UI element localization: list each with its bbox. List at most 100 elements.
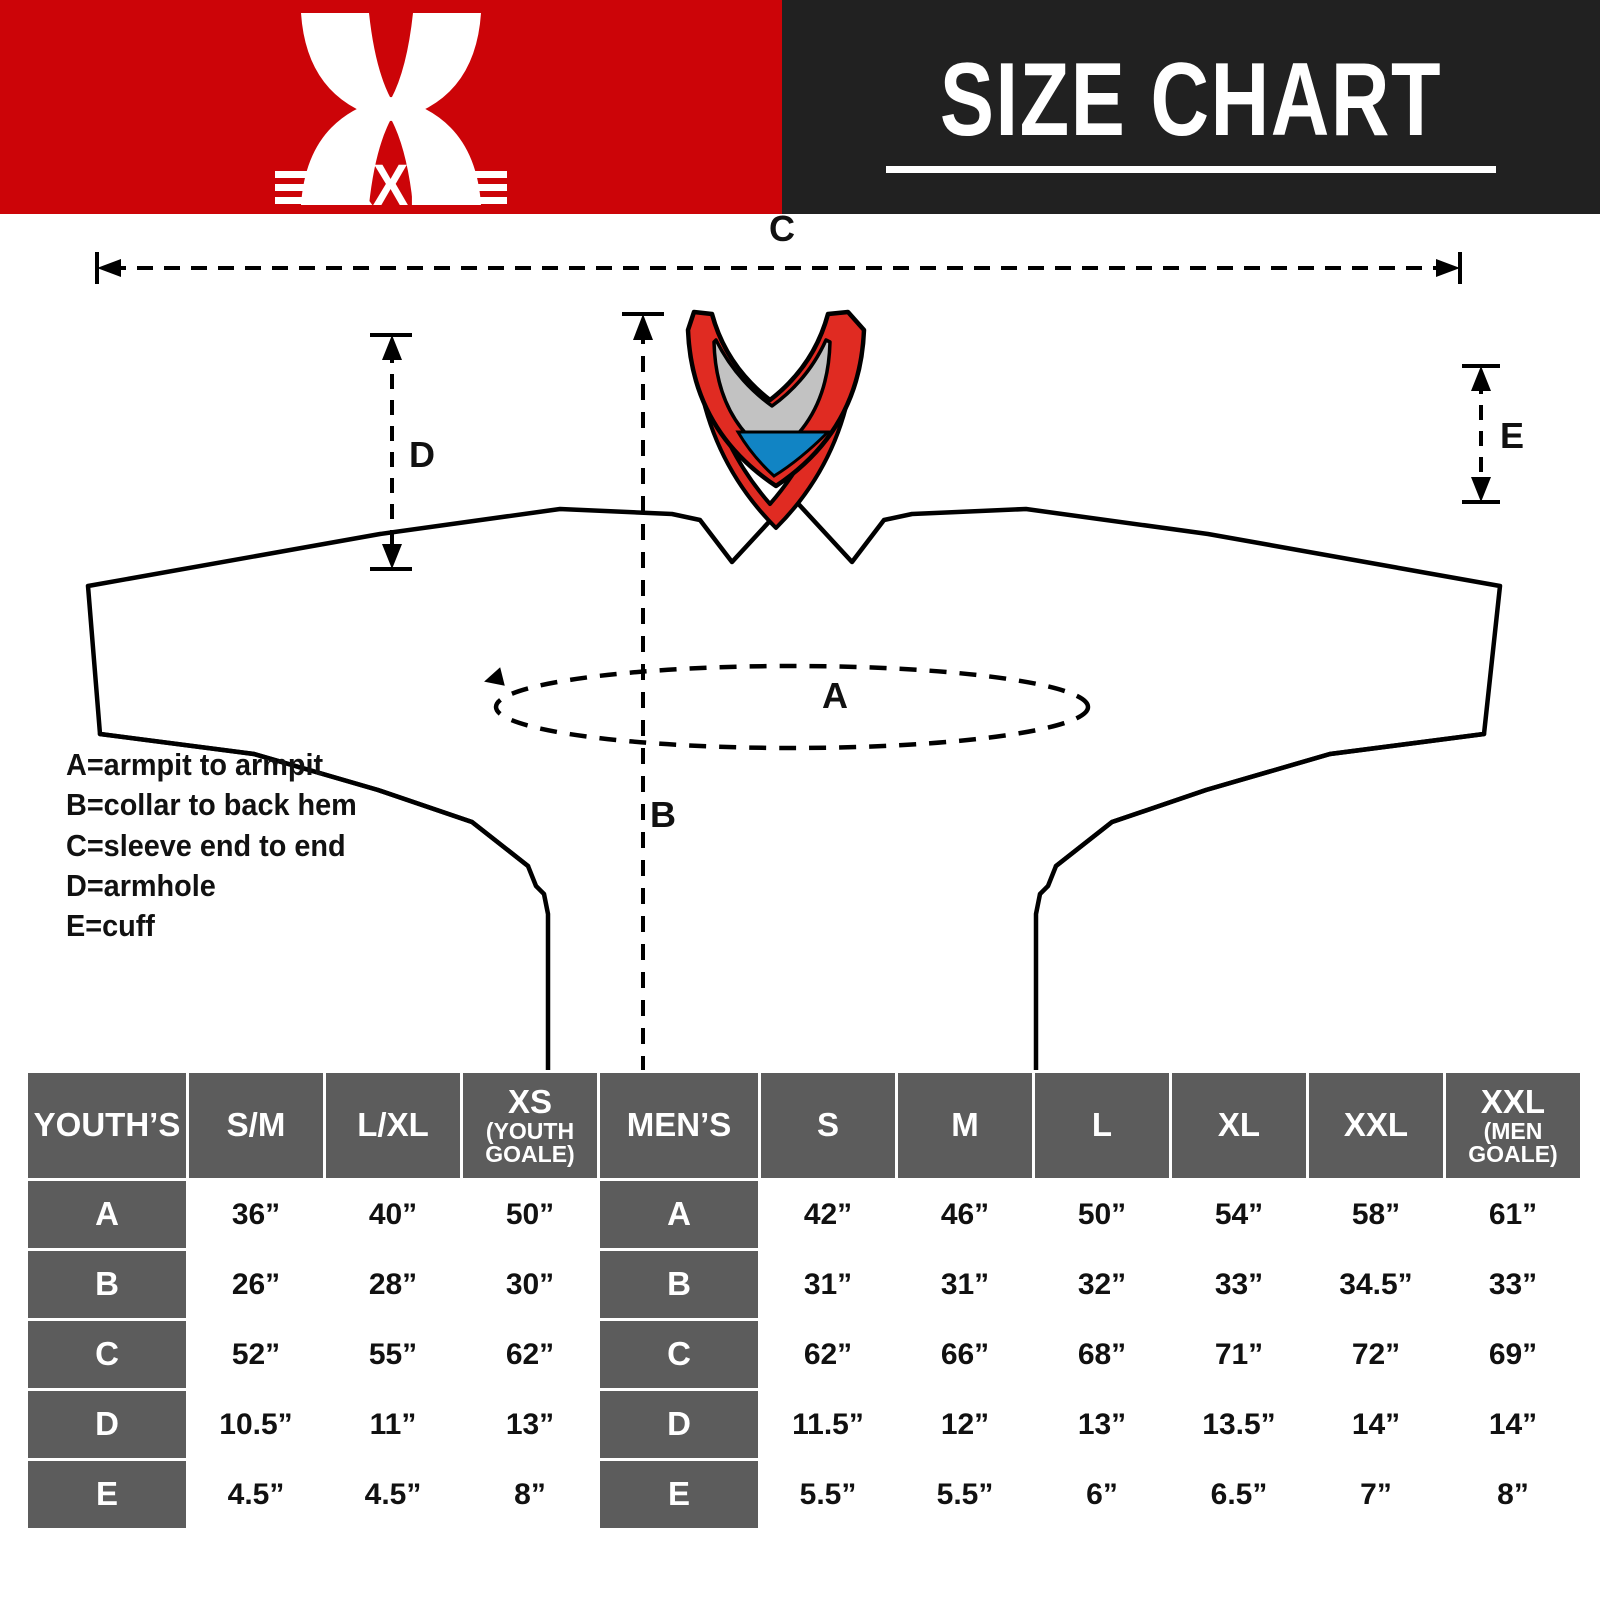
cell-men-b-2: 32” [1035, 1251, 1169, 1318]
row-label-b: B [28, 1251, 186, 1318]
legend-line-b: B=collar to back hem [66, 787, 357, 823]
cell-youth-d-1: 11” [326, 1391, 460, 1458]
table-row: D 10.5” 11” 13” D 11.5” 12” 13” 13.5” 14… [28, 1391, 1580, 1458]
row-label-men-b: B [600, 1251, 758, 1318]
cell-youth-a-1: 40” [326, 1181, 460, 1248]
header-youth-size-1: L/XL [326, 1073, 460, 1178]
header-youth-size-0: S/M [189, 1073, 323, 1178]
header-youth-size-2: XS (YOUTH GOALE) [463, 1073, 597, 1178]
size-main-label: XS [507, 1083, 553, 1121]
jersey-right-armhole-detail [1053, 731, 1487, 869]
header-men-size-5: XXL (MEN GOALE) [1446, 1073, 1580, 1178]
dimension-b [622, 312, 664, 1070]
row-label-e: E [28, 1461, 186, 1528]
cell-youth-e-2: 8” [463, 1461, 597, 1528]
header-men-size-3: XL [1172, 1073, 1306, 1178]
size-main-label: S [816, 1106, 839, 1144]
cell-men-a-4: 58” [1309, 1181, 1443, 1248]
kxk-logo-icon: KXK [275, 13, 507, 217]
header-men-size-2: L [1035, 1073, 1169, 1178]
row-label-d: D [28, 1391, 186, 1458]
cell-youth-c-2: 62” [463, 1321, 597, 1388]
collar-inner-lining [712, 338, 832, 458]
cell-men-d-3: 13.5” [1172, 1391, 1306, 1458]
size-sub-label: (YOUTH GOALE) [485, 1117, 575, 1167]
dimension-d [370, 333, 412, 571]
cell-men-a-5: 61” [1446, 1181, 1580, 1248]
cell-youth-b-1: 28” [326, 1251, 460, 1318]
cell-youth-d-2: 13” [463, 1391, 597, 1458]
cell-men-b-5: 33” [1446, 1251, 1580, 1318]
row-label-men-e: E [600, 1461, 758, 1528]
row-label-men-d: D [600, 1391, 758, 1458]
cell-men-d-5: 14” [1446, 1391, 1580, 1458]
cell-men-d-2: 13” [1035, 1391, 1169, 1458]
jersey-left-armhole-detail [97, 731, 531, 869]
cell-men-a-0: 42” [761, 1181, 895, 1248]
cell-youth-e-1: 4.5” [326, 1461, 460, 1528]
cell-men-e-5: 8” [1446, 1461, 1580, 1528]
table-row: B 26” 28” 30” B 31” 31” 32” 33” 34.5” 33… [28, 1251, 1580, 1318]
size-main-label: L/XL [357, 1106, 429, 1144]
cell-men-c-0: 62” [761, 1321, 895, 1388]
cell-men-e-1: 5.5” [898, 1461, 1032, 1528]
dimension-label-d: D [409, 434, 435, 475]
cell-men-e-2: 6” [1035, 1461, 1169, 1528]
cell-men-a-2: 50” [1035, 1181, 1169, 1248]
measurement-legend: A=armpit to armpit B=collar to back hem … [66, 745, 357, 946]
title-panel: SIZE CHART [782, 0, 1600, 214]
cell-youth-e-0: 4.5” [189, 1461, 323, 1528]
header-banner: KXK SIZE CHART [0, 0, 1600, 217]
cell-youth-c-0: 52” [189, 1321, 323, 1388]
cell-men-b-4: 34.5” [1309, 1251, 1443, 1318]
table-row: E 4.5” 4.5” 8” E 5.5” 5.5” 6” 6.5” 7” 8” [28, 1461, 1580, 1528]
header-men-size-0: S [761, 1073, 895, 1178]
kxk-logo: KXK [271, 7, 511, 217]
table-header-row: YOUTH’S S/M L/XL XS (YOUTH GOALE) MEN’S … [28, 1073, 1580, 1178]
size-main-label: M [951, 1106, 979, 1144]
size-main-label: XXL [1480, 1083, 1546, 1121]
row-label-men-a: A [600, 1181, 758, 1248]
row-label-a: A [28, 1181, 186, 1248]
cell-men-c-5: 69” [1446, 1321, 1580, 1388]
legend-line-d: D=armhole [66, 867, 216, 903]
page-title: SIZE CHART [939, 41, 1443, 158]
dimension-label-b: B [650, 794, 676, 835]
cell-men-b-0: 31” [761, 1251, 895, 1318]
dimension-label-c: C [769, 214, 795, 249]
cell-men-e-3: 6.5” [1172, 1461, 1306, 1528]
cell-men-a-1: 46” [898, 1181, 1032, 1248]
cell-youth-b-2: 30” [463, 1251, 597, 1318]
dimension-a [484, 663, 1091, 751]
dimension-e [1462, 364, 1500, 504]
cell-men-d-4: 14” [1309, 1391, 1443, 1458]
size-main-label: XXL [1343, 1106, 1409, 1144]
cell-men-e-0: 5.5” [761, 1461, 895, 1528]
cell-youth-d-0: 10.5” [189, 1391, 323, 1458]
cell-men-c-2: 68” [1035, 1321, 1169, 1388]
cell-youth-a-0: 36” [189, 1181, 323, 1248]
collar-tip [735, 430, 832, 478]
cell-men-c-1: 66” [898, 1321, 1032, 1388]
dimension-c [95, 252, 1462, 284]
cell-men-e-4: 7” [1309, 1461, 1443, 1528]
dimension-label-e: E [1500, 415, 1524, 456]
cell-youth-a-2: 50” [463, 1181, 597, 1248]
legend-line-a: A=armpit to armpit [66, 747, 324, 782]
cell-men-a-3: 54” [1172, 1181, 1306, 1248]
row-label-men-c: C [600, 1321, 758, 1388]
header-youth-group: YOUTH’S [28, 1073, 186, 1178]
header-men-size-4: XXL [1309, 1073, 1443, 1178]
legend-line-e: E=cuff [66, 908, 155, 944]
size-sub-label: (MEN GOALE) [1468, 1117, 1558, 1167]
brand-panel: KXK [0, 0, 782, 217]
cell-men-c-4: 72” [1309, 1321, 1443, 1388]
size-main-label: XL [1217, 1106, 1261, 1144]
row-label-c: C [28, 1321, 186, 1388]
size-main-label: S/M [226, 1106, 286, 1144]
kxk-wordmark: KXK [334, 153, 447, 207]
size-main-label: L [1091, 1106, 1113, 1144]
table-row: C 52” 55” 62” C 62” 66” 68” 71” 72” 69” [28, 1321, 1580, 1388]
table-row: A 36” 40” 50” A 42” 46” 50” 54” 58” 61” [28, 1181, 1580, 1248]
